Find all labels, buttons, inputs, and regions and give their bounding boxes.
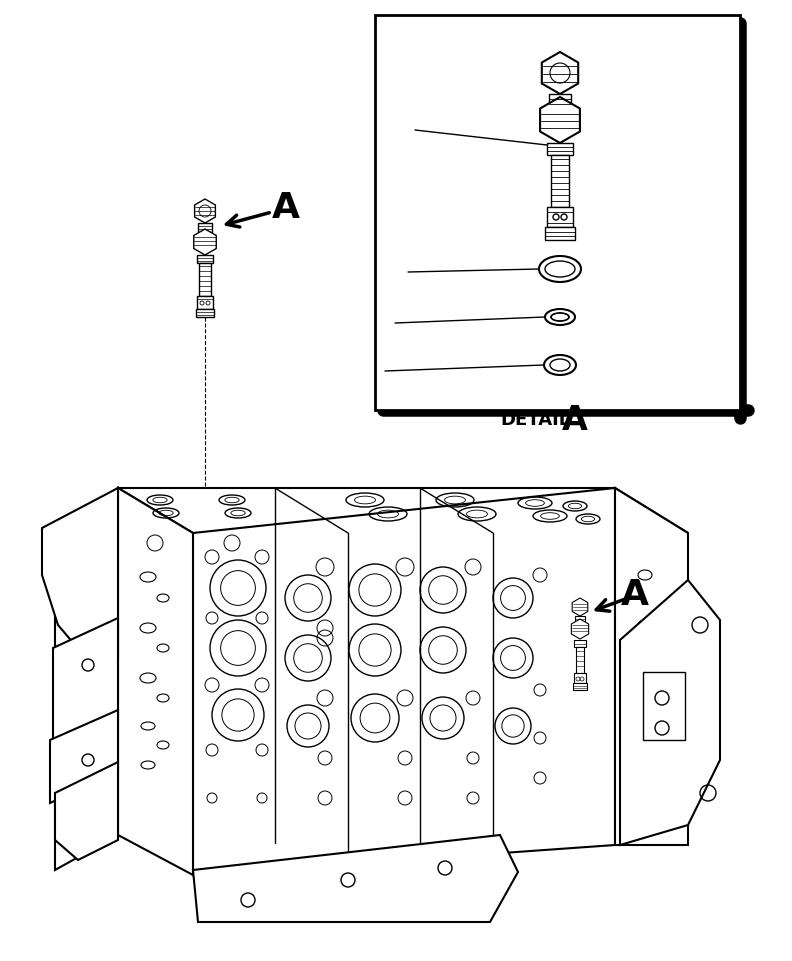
- Bar: [547, 207, 573, 227]
- Polygon shape: [50, 710, 118, 803]
- Bar: [574, 673, 586, 683]
- Bar: [547, 143, 573, 155]
- Bar: [545, 227, 575, 240]
- Bar: [199, 263, 211, 296]
- Text: A: A: [272, 191, 300, 225]
- Bar: [196, 309, 214, 317]
- Polygon shape: [55, 488, 118, 870]
- Polygon shape: [620, 580, 720, 845]
- Polygon shape: [195, 199, 215, 223]
- Text: A: A: [562, 404, 588, 436]
- Bar: [576, 647, 584, 673]
- Bar: [573, 683, 587, 690]
- Text: A: A: [621, 578, 649, 612]
- Polygon shape: [542, 52, 578, 94]
- Polygon shape: [572, 598, 588, 616]
- Polygon shape: [42, 488, 118, 658]
- Polygon shape: [53, 618, 118, 752]
- Polygon shape: [55, 762, 118, 860]
- Polygon shape: [615, 488, 688, 845]
- Bar: [198, 223, 212, 232]
- Polygon shape: [571, 619, 588, 639]
- Polygon shape: [193, 488, 615, 875]
- Bar: [375, 15, 740, 410]
- Text: DETAIL: DETAIL: [500, 411, 570, 429]
- Polygon shape: [193, 835, 518, 922]
- Polygon shape: [118, 488, 688, 533]
- Bar: [197, 255, 213, 263]
- Bar: [549, 94, 571, 110]
- Bar: [551, 155, 569, 207]
- Polygon shape: [540, 97, 580, 143]
- Bar: [197, 296, 213, 309]
- Polygon shape: [194, 229, 216, 255]
- Polygon shape: [118, 488, 193, 875]
- Ellipse shape: [551, 313, 569, 321]
- Bar: [575, 616, 585, 622]
- Bar: [643, 672, 685, 740]
- Bar: [574, 640, 586, 647]
